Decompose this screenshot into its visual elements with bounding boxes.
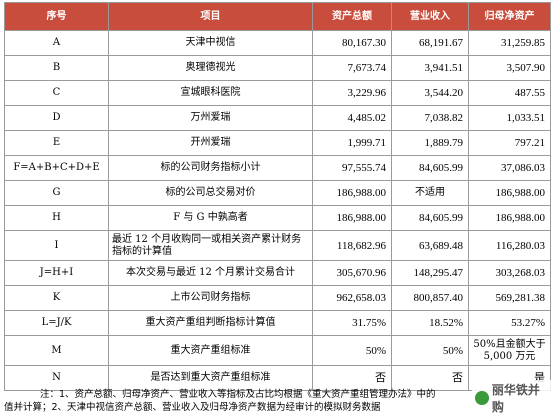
row-seq: I (4, 230, 109, 261)
row-assets: 3,229.96 (312, 80, 392, 106)
row-item: 万州爱瑞 (108, 105, 313, 131)
row-net-assets: 186,988.00 (468, 205, 551, 231)
row-net-assets: 116,280.03 (468, 230, 551, 261)
row-net-assets: 53.27% (468, 310, 551, 336)
row-assets: 50% (312, 335, 392, 366)
watermark: 丽华铁并购 (472, 380, 554, 416)
row-revenue: 84,605.99 (391, 205, 469, 231)
footnote-line-2: 值并计算；2、天津中视信资产总额、营业收入及归母净资产数据为经审计的模拟财务数据 (4, 402, 381, 413)
row-revenue: 3,544.20 (391, 80, 469, 106)
row-net-assets: 31,259.85 (468, 30, 551, 56)
row-seq: M (4, 335, 109, 366)
row-assets: 962,658.03 (312, 285, 392, 311)
row-seq: N (4, 365, 109, 391)
row-item: 本次交易与最近 12 个月累计交易合计 (108, 260, 313, 286)
row-assets: 80,167.30 (312, 30, 392, 56)
row-net-assets: 487.55 (468, 80, 551, 106)
row-seq: J=H+I (4, 260, 109, 286)
row-assets: 1,999.71 (312, 130, 392, 156)
table-row: K 上市公司财务指标 962,658.03 800,857.40 569,281.38 (4, 285, 551, 311)
row-seq: K (4, 285, 109, 311)
row-item: 开州爱瑞 (108, 130, 313, 156)
row-revenue: 50% (391, 335, 469, 366)
row-net-assets: 1,033.51 (468, 105, 551, 131)
row-item: 标的公司总交易对价 (108, 180, 313, 206)
row-revenue: 68,191.67 (391, 30, 469, 56)
header-revenue: 营业收入 (391, 2, 469, 31)
table-row: L=J/K 重大资产重组判断指标计算值 31.75% 18.52% 53.27% (4, 310, 551, 336)
row-assets: 186,988.00 (312, 180, 392, 206)
table-row: F=A+B+C+D+E 标的公司财务指标小计 97,555.74 84,605.99 3… (4, 155, 551, 181)
row-revenue: 148,295.47 (391, 260, 469, 286)
row-net-assets: 50%且金额大于5,000 万元 (468, 335, 551, 366)
row-item: F 与 G 中孰高者 (108, 205, 313, 231)
table-header-row: 序号 项目 资产总额 营业收入 归母净资产 (4, 2, 551, 31)
header-net-assets: 归母净资产 (468, 2, 551, 31)
row-revenue: 63,689.48 (391, 230, 469, 261)
table-row: C 宣城眼科医院 3,229.96 3,544.20 487.55 (4, 80, 551, 106)
row-revenue: 7,038.82 (391, 105, 469, 131)
table-row: D 万州爱瑞 4,485.02 7,038.82 1,033.51 (4, 105, 551, 131)
row-assets: 4,485.02 (312, 105, 392, 131)
table-row: G 标的公司总交易对价 186,988.00 不适用 186,988.00 (4, 180, 551, 206)
row-revenue: 800,857.40 (391, 285, 469, 311)
row-revenue: 不适用 (391, 180, 469, 206)
row-seq: E (4, 130, 109, 156)
table-row: I 最近 12 个月收购同一或相关资产累计财务指标的计算值 118,682.96 63… (4, 230, 551, 261)
row-seq: H (4, 205, 109, 231)
watermark-text: 丽华铁并购 (491, 383, 540, 414)
row-assets: 否 (312, 365, 392, 391)
row-net-assets: 3,507.90 (468, 55, 551, 81)
row-seq: G (4, 180, 109, 206)
table-row: J=H+I 本次交易与最近 12 个月累计交易合计 305,670.96 148,29… (4, 260, 551, 286)
wechat-icon (475, 391, 489, 405)
row-net-assets: 303,268.03 (468, 260, 551, 286)
table-row: M 重大资产重组标准 50% 50% 50%且金额大于5,000 万元 (4, 335, 551, 366)
row-item: 奥理德视光 (108, 55, 313, 81)
table-row: A 天津中视信 80,167.30 68,191.67 31,259.85 (4, 30, 551, 56)
row-assets: 97,555.74 (312, 155, 392, 181)
header-assets: 资产总额 (312, 2, 392, 31)
row-seq: D (4, 105, 109, 131)
row-net-assets: 186,988.00 (468, 180, 551, 206)
row-net-assets: 797.21 (468, 130, 551, 156)
table-row: E 开州爱瑞 1,999.71 1,889.79 797.21 (4, 130, 551, 156)
row-item: 重大资产重组标准 (108, 335, 313, 366)
financial-indicator-table: 序号 项目 资产总额 营业收入 归母净资产 A 天津中视信 80,167.30 68,… (4, 2, 551, 391)
table-row: N 是否达到重大资产重组标准否否是 (4, 365, 551, 391)
row-item: 天津中视信 (108, 30, 313, 56)
row-assets: 31.75% (312, 310, 392, 336)
table-body: A 天津中视信 80,167.30 68,191.67 31,259.85 B 奥理德视光 7… (4, 30, 551, 391)
footnote-line-1: 注：1、资产总额、归母净资产、营业收入等指标及占比均根据《重大资产重组管理办法》… (40, 389, 436, 400)
row-item: 最近 12 个月收购同一或相关资产累计财务指标的计算值 (108, 230, 313, 261)
row-revenue: 3,941.51 (391, 55, 469, 81)
row-revenue: 1,889.79 (391, 130, 469, 156)
row-net-assets: 569,281.38 (468, 285, 551, 311)
row-assets: 305,670.96 (312, 260, 392, 286)
row-revenue: 否 (391, 365, 469, 391)
row-item: 重大资产重组判断指标计算值 (108, 310, 313, 336)
header-item: 项目 (108, 2, 313, 31)
row-item: 宣城眼科医院 (108, 80, 313, 106)
row-item: 是否达到重大资产重组标准 (108, 365, 313, 391)
header-seq: 序号 (4, 2, 109, 31)
row-seq: B (4, 55, 109, 81)
row-seq: C (4, 80, 109, 106)
row-revenue: 18.52% (391, 310, 469, 336)
row-item: 上市公司财务指标 (108, 285, 313, 311)
row-assets: 186,988.00 (312, 205, 392, 231)
row-seq: L=J/K (4, 310, 109, 336)
row-item: 标的公司财务指标小计 (108, 155, 313, 181)
row-net-assets: 37,086.03 (468, 155, 551, 181)
row-revenue: 84,605.99 (391, 155, 469, 181)
row-assets: 7,673.74 (312, 55, 392, 81)
row-seq: A (4, 30, 109, 56)
row-assets: 118,682.96 (312, 230, 392, 261)
table-row: B 奥理德视光 7,673.74 3,941.51 3,507.90 (4, 55, 551, 81)
row-seq: F=A+B+C+D+E (4, 155, 109, 181)
